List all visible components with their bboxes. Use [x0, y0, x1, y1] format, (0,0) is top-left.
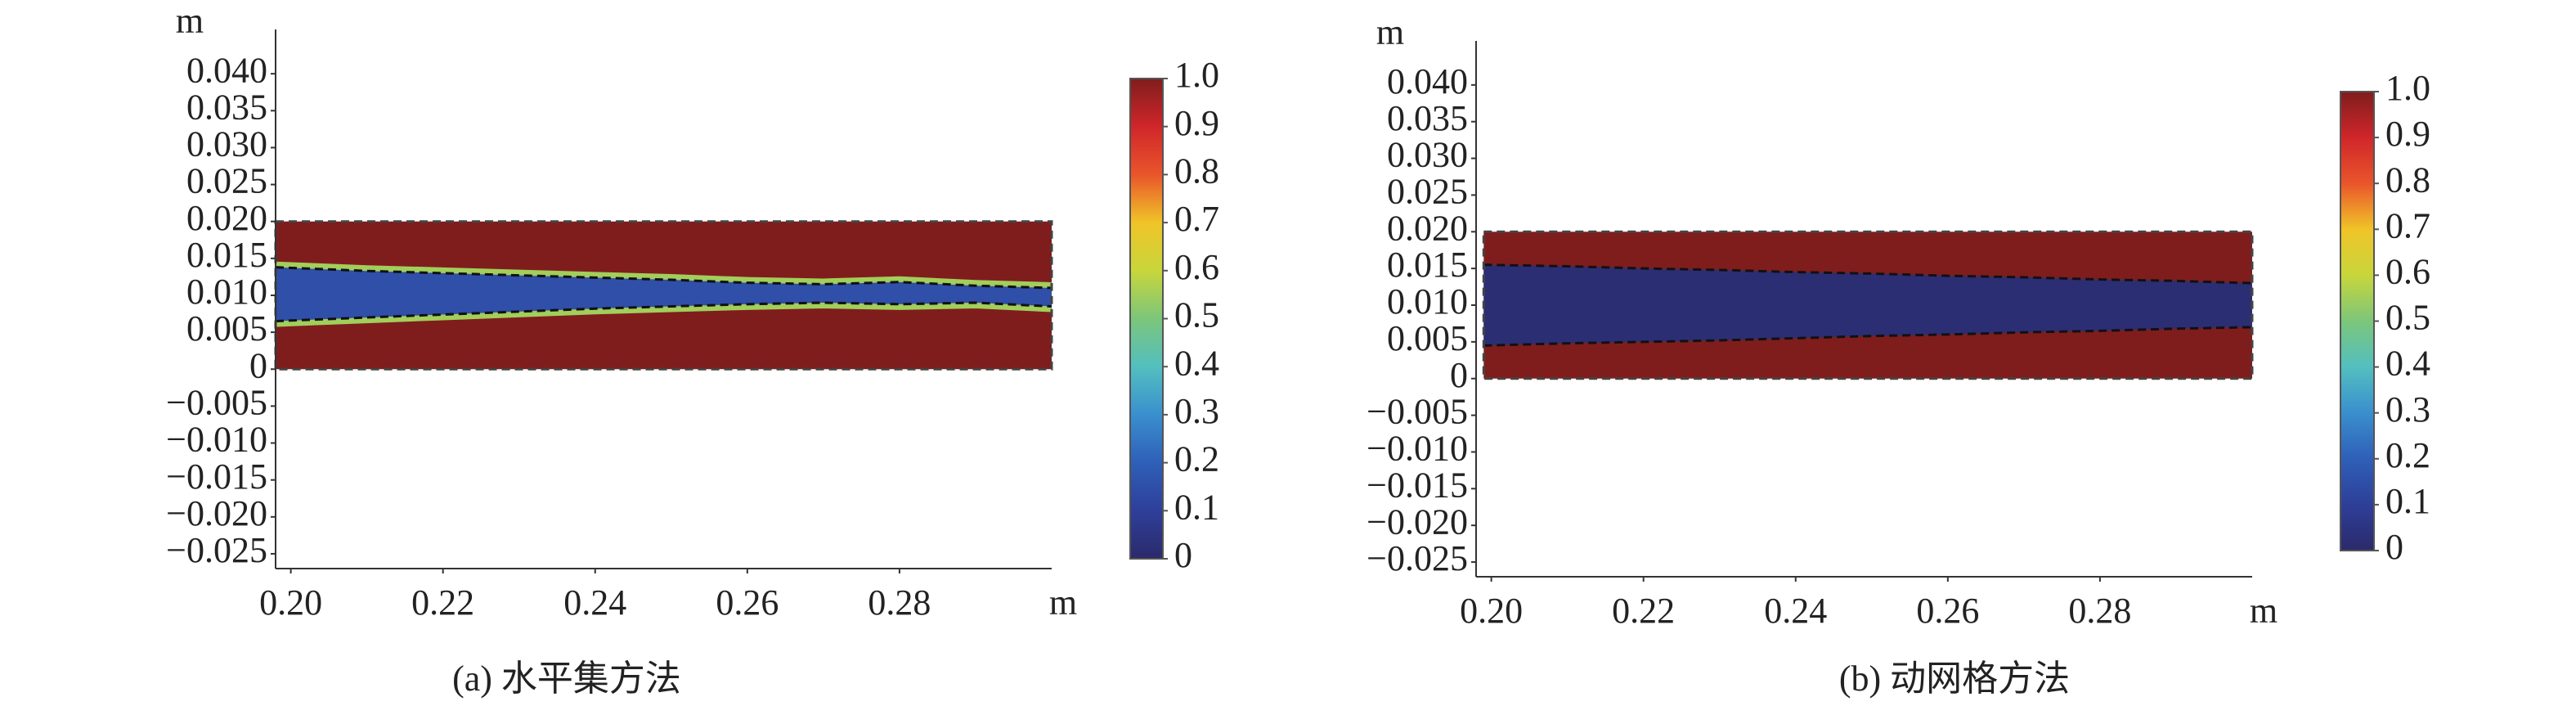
- x-axis-label: m: [2250, 591, 2278, 631]
- y-tick-label: 0.040: [1387, 61, 1468, 101]
- y-tick-label: 0.005: [1387, 318, 1468, 358]
- y-tick-label: −0.005: [166, 382, 267, 422]
- y-tick-label: 0.020: [186, 198, 267, 238]
- y-tick-label: 0.020: [1387, 208, 1468, 248]
- colorbar-tick-label: 1.0: [1174, 55, 1219, 95]
- colorbar-tick-label: 0.5: [2385, 298, 2430, 338]
- colorbar: [2340, 91, 2375, 551]
- y-tick-label: 0.010: [1387, 281, 1468, 322]
- colorbar-tick-label: 0.4: [2385, 344, 2430, 384]
- colorbar-tick-label: 0: [1174, 535, 1192, 575]
- colorbar-tick-label: 0.1: [2385, 481, 2430, 521]
- x-tick-label: 0.22: [411, 582, 474, 623]
- colorbar-tick-label: 0.5: [1174, 295, 1219, 335]
- colorbar-tick-label: 0.8: [1174, 151, 1219, 191]
- y-tick-label: 0.035: [186, 87, 267, 127]
- y-tick-label: 0.040: [186, 50, 267, 90]
- core-region: [276, 267, 1052, 322]
- y-tick-label: −0.015: [1367, 465, 1468, 505]
- y-tick-label: −0.010: [1367, 429, 1468, 469]
- caption: (b) 动网格方法: [1839, 659, 2070, 699]
- x-tick-label: 0.22: [1612, 591, 1675, 631]
- colorbar-tick-label: 0.2: [2385, 435, 2430, 475]
- x-tick-label: 0.26: [716, 582, 779, 623]
- colorbar: [1129, 78, 1164, 560]
- colorbar-tick-label: 0.6: [1174, 247, 1219, 287]
- domain-border: [1482, 230, 2254, 380]
- y-tick-label: 0.015: [1387, 245, 1468, 285]
- y-tick-label: 0.030: [1387, 135, 1468, 175]
- y-tick-label: −0.025: [1367, 538, 1468, 578]
- interface-line: [1483, 263, 2253, 285]
- y-tick-label: 0: [1450, 355, 1468, 395]
- colorbar-tick-label: 0.8: [2385, 160, 2430, 200]
- colorbar-tick-label: 0: [2385, 527, 2403, 567]
- colorbar-tick-label: 1.0: [2385, 68, 2430, 108]
- y-tick-label: 0.005: [186, 308, 267, 349]
- y-tick-label: 0.025: [1387, 172, 1468, 212]
- x-tick-label: 0.28: [868, 582, 931, 623]
- panel: 0.0400.0350.0300.0250.0200.0150.0100.005…: [1367, 12, 2430, 699]
- y-tick-label: 0.035: [1387, 98, 1468, 138]
- colorbar-tick-label: 0.7: [2385, 205, 2430, 245]
- y-tick-label: −0.025: [166, 530, 267, 570]
- y-tick-label: 0.015: [186, 235, 267, 275]
- y-tick-label: 0.025: [186, 161, 267, 201]
- y-tick-label: −0.005: [1367, 392, 1468, 432]
- interface-line: [275, 301, 1052, 323]
- y-tick-label: −0.010: [166, 420, 267, 460]
- y-tick-label: −0.020: [1367, 501, 1468, 542]
- panel: 0.0400.0350.0300.0250.0200.0150.0100.005…: [166, 1, 1219, 699]
- colorbar-tick-label: 0.3: [1174, 391, 1219, 431]
- y-axis-label: m: [1376, 12, 1404, 52]
- x-tick-label: 0.28: [2068, 591, 2131, 631]
- y-tick-label: −0.020: [166, 493, 267, 533]
- x-tick-label: 0.24: [1764, 591, 1827, 631]
- colorbar-tick-label: 0.3: [2385, 389, 2430, 429]
- y-tick-label: 0.010: [186, 272, 267, 312]
- colorbar-tick-label: 0.9: [2385, 114, 2430, 154]
- y-tick-label: −0.015: [166, 456, 267, 497]
- x-tick-label: 0.26: [1916, 591, 1979, 631]
- colorbar-tick-label: 0.2: [1174, 439, 1219, 479]
- y-tick-label: 0: [249, 345, 267, 385]
- colorbar-tick-label: 0.1: [1174, 487, 1219, 527]
- x-tick-label: 0.20: [259, 582, 322, 623]
- y-tick-label: 0.030: [186, 124, 267, 164]
- interface-line: [275, 266, 1052, 290]
- core-region: [1483, 264, 2252, 346]
- interface-line: [1483, 326, 2253, 347]
- colorbar-tick-label: 0.4: [1174, 343, 1219, 383]
- y-axis-label: m: [176, 1, 204, 41]
- x-tick-label: 0.20: [1460, 591, 1523, 631]
- caption: (a) 水平集方法: [452, 659, 681, 699]
- x-axis-label: m: [1049, 582, 1077, 623]
- colorbar-tick-label: 0.6: [2385, 251, 2430, 291]
- colorbar-tick-label: 0.9: [1174, 103, 1219, 143]
- x-tick-label: 0.24: [563, 582, 626, 623]
- colorbar-tick-label: 0.7: [1174, 199, 1219, 239]
